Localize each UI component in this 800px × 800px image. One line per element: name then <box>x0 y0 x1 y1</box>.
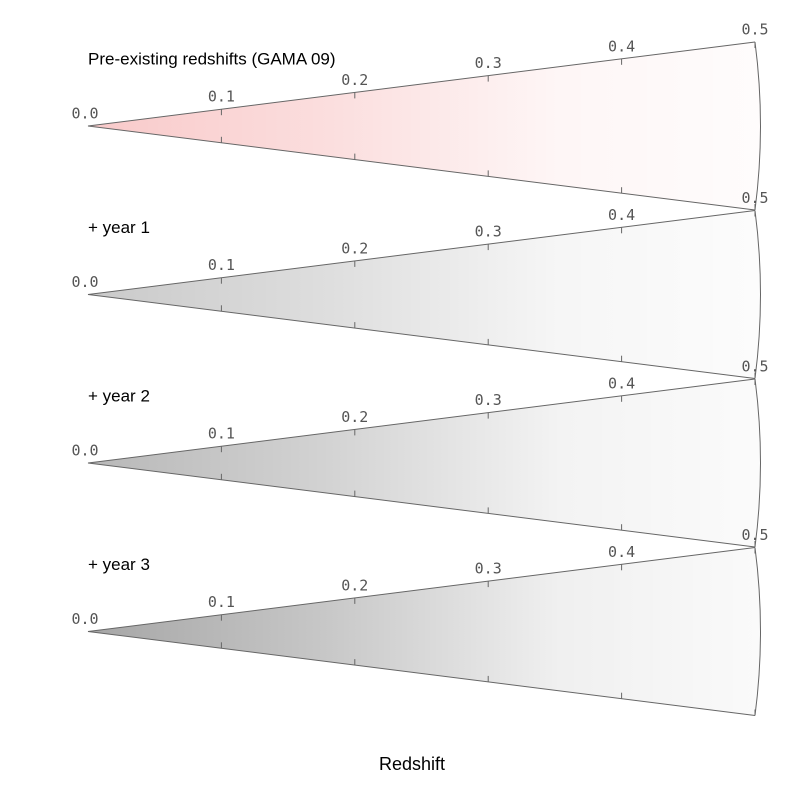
tick-label: 0.3 <box>475 391 502 409</box>
tick-label: 0.5 <box>741 526 768 544</box>
tick-label: 0.0 <box>71 442 98 460</box>
cone-area <box>88 210 761 379</box>
panel-title: + year 3 <box>88 555 150 574</box>
tick-label: 0.4 <box>608 37 635 55</box>
tick-label: 0.0 <box>71 610 98 628</box>
tick-label: 0.1 <box>208 256 235 274</box>
tick-label: 0.0 <box>71 105 98 123</box>
tick-label: 0.0 <box>71 273 98 291</box>
tick-label: 0.4 <box>608 374 635 392</box>
cone-edge <box>87 210 756 379</box>
cone-arc <box>754 210 761 379</box>
cone-area <box>88 547 761 716</box>
tick-label: 0.1 <box>208 425 235 443</box>
cone-edge <box>87 378 756 548</box>
tick-label: 0.5 <box>741 189 768 207</box>
panel-title: Pre-existing redshifts (GAMA 09) <box>88 49 336 68</box>
tick-label: 0.2 <box>341 71 368 89</box>
tick-label: 0.4 <box>608 543 635 561</box>
tick-label: 0.1 <box>208 88 235 106</box>
tick-label: 0.2 <box>341 576 368 594</box>
x-axis-label: Redshift <box>379 754 445 774</box>
tick-label: 0.5 <box>741 358 768 376</box>
tick-label: 0.1 <box>208 593 235 611</box>
tick-label: 0.2 <box>341 408 368 426</box>
cone-edge <box>87 41 756 211</box>
tick-label: 0.2 <box>341 239 368 257</box>
cone-arc <box>754 378 761 548</box>
cone-arc <box>754 41 761 211</box>
cone-edge <box>87 547 756 716</box>
cone-area <box>88 42 761 210</box>
panel-title: + year 1 <box>88 218 150 237</box>
tick-label: 0.5 <box>741 21 768 39</box>
tick-label: 0.3 <box>475 223 502 241</box>
panel-title: + year 2 <box>88 386 150 405</box>
cone-area <box>88 379 761 547</box>
cone-arc <box>754 547 761 716</box>
tick-label: 0.3 <box>475 560 502 578</box>
tick-label: 0.4 <box>608 206 635 224</box>
tick-label: 0.3 <box>475 54 502 72</box>
